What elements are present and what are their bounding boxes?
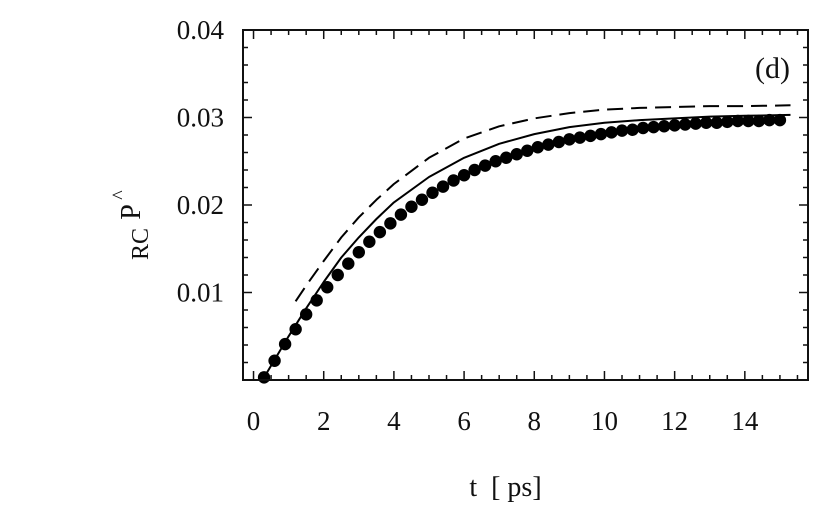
data-point [352,246,366,259]
series-layer [257,104,791,384]
data-point [447,174,460,187]
data-point [563,133,576,146]
plot-frame [242,29,809,381]
data-point [321,281,334,294]
y-tick-label: 0.02 [177,190,224,220]
data-point [594,127,608,141]
data-point [489,155,502,168]
y-axis-label-sub: RC [128,228,154,260]
data-point [384,217,397,230]
data-point [584,129,597,143]
data-point [752,114,766,128]
data-point [531,141,544,154]
x-tick-label: 2 [317,406,331,436]
data-point [426,186,439,199]
y-axis-label: P ^ RC [109,190,154,260]
data-point [668,119,681,132]
x-tick-label: 4 [387,406,401,436]
y-tick-label: 0.01 [177,278,224,308]
x-tick-label: 8 [528,406,542,436]
data-point [436,180,450,193]
y-tick-label: 0.04 [177,15,225,45]
data-point [521,144,534,157]
data-point [689,117,702,130]
data-point [363,235,376,248]
data-point [773,113,787,127]
data-point [626,123,639,136]
solid-series-line [263,113,791,378]
data-point [394,208,408,221]
data-point [605,126,618,139]
data-point [763,113,776,127]
data-point [573,131,587,144]
x-tick-label: 10 [591,406,618,436]
data-point [257,371,271,384]
y-axis-label-hat: ^ [109,190,131,200]
data-point [478,159,492,172]
data-point [710,116,723,129]
data-point [457,169,471,182]
data-point [678,118,692,131]
y-axis-label-main: P [116,204,147,220]
data-point [342,257,355,270]
data-point [299,308,313,321]
data-point [499,151,513,164]
data-point [542,138,555,151]
data-point [742,114,755,128]
data-point [468,163,481,177]
data-point [373,225,387,239]
y-tick-label: 0.03 [177,103,224,133]
x-axis-label: t [ ps] [469,472,541,503]
data-point [636,121,650,135]
x-tick-label: 14 [731,406,759,436]
data-point [657,120,671,133]
data-point [289,323,302,336]
data-point [510,148,523,161]
panel-label: (d) [755,52,790,85]
data-point [415,193,429,206]
dashed-series-line [294,104,791,302]
data-point [331,268,344,282]
x-tick-label: 0 [247,406,261,436]
ticks-layer: 0 2 4 6 8 10 12 14 0.01 0.02 0.03 0.04 [177,15,808,436]
data-point [700,116,713,129]
data-point [552,135,566,149]
x-tick-label: 12 [661,406,688,436]
data-point [647,120,660,134]
data-point [731,114,745,128]
data-point [615,124,629,137]
data-point [721,115,734,129]
data-point [405,200,418,213]
x-tick-label: 6 [457,406,471,436]
